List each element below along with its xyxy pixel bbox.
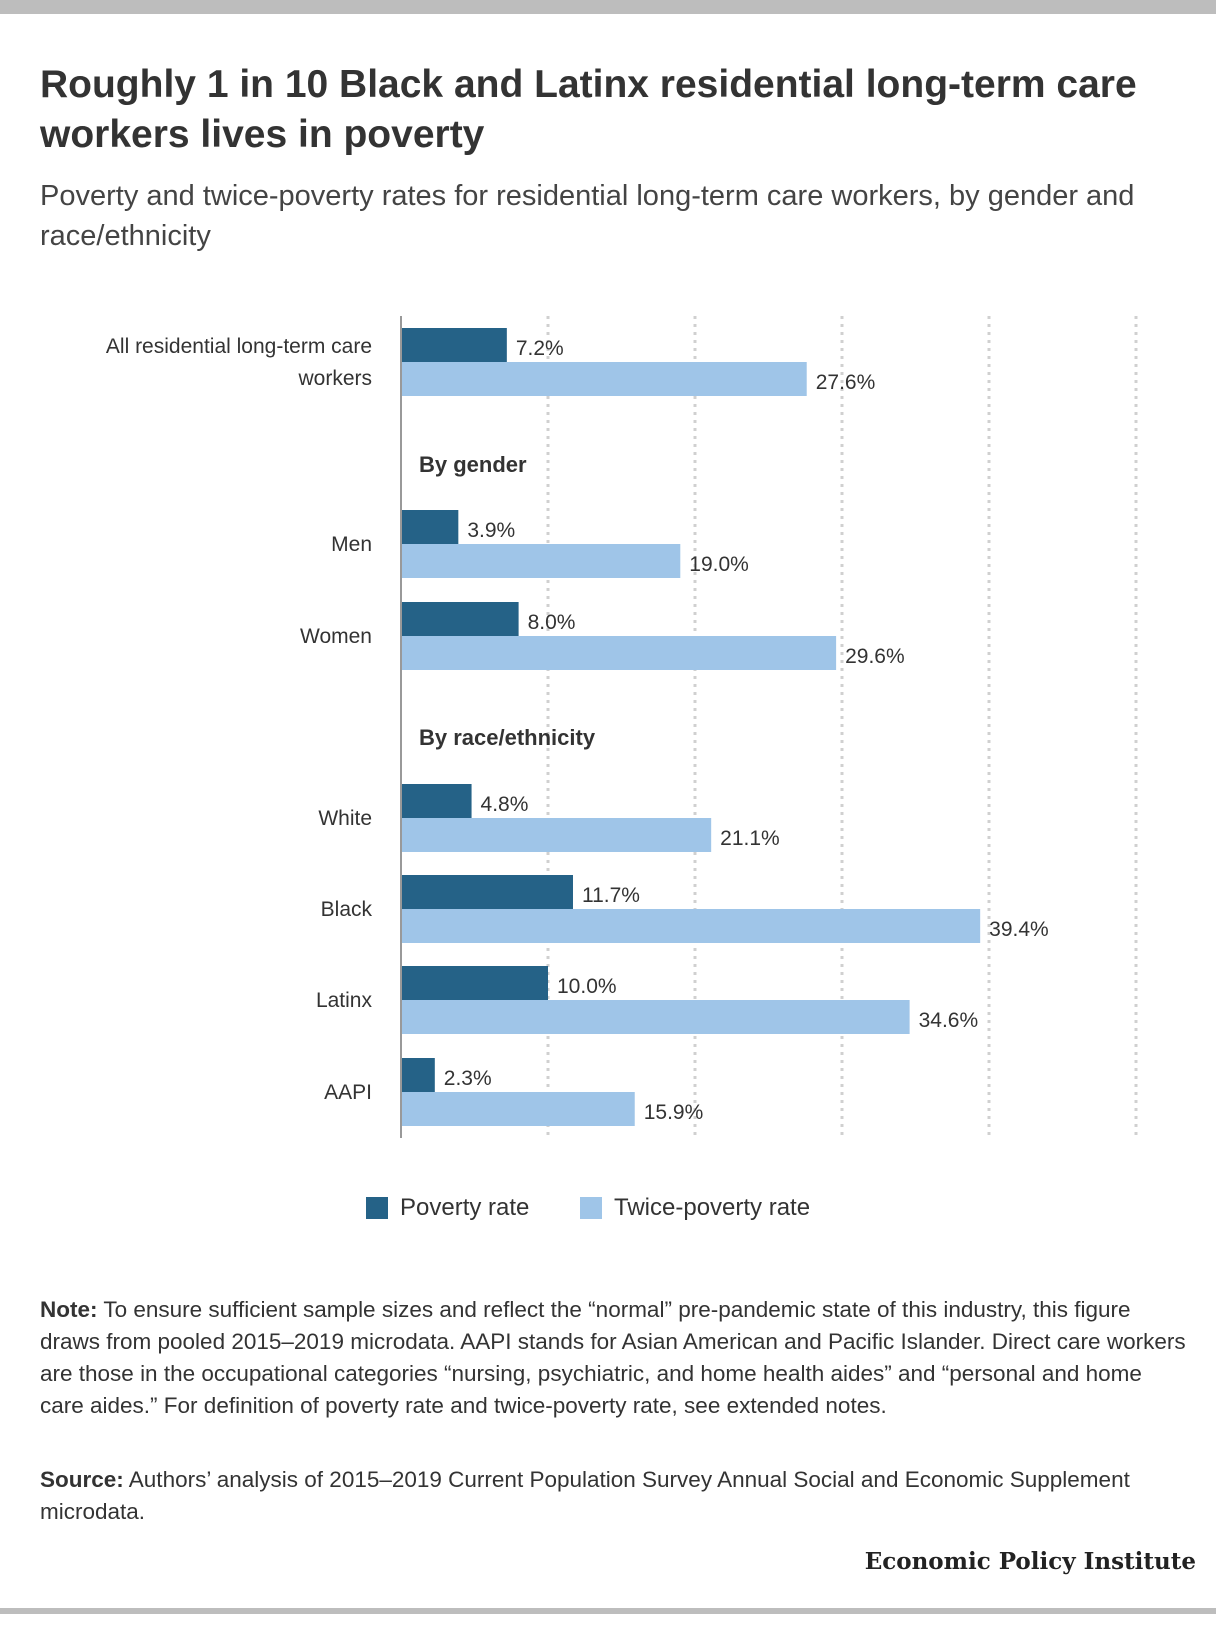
data-label-twice-poverty: 19.0% [689, 553, 749, 576]
data-label-poverty: 11.7% [582, 884, 640, 907]
category-label: Men [331, 533, 372, 556]
category-label: Latinx [316, 989, 373, 1012]
data-label-twice-poverty: 21.1% [720, 827, 780, 850]
legend-swatch-poverty [366, 1197, 388, 1219]
bar-twice-poverty [401, 362, 807, 396]
bar-twice-poverty [401, 1000, 910, 1034]
data-label-twice-poverty: 39.4% [989, 918, 1049, 941]
bottom-border [0, 1608, 1216, 1614]
bar-poverty [401, 1058, 435, 1092]
chart-title: Roughly 1 in 10 Black and Latinx residen… [40, 63, 1137, 156]
bar-twice-poverty [401, 544, 681, 578]
bar-twice-poverty [401, 909, 981, 943]
data-label-twice-poverty: 27.6% [816, 371, 876, 394]
publisher-logo: Economic Policy Institute [864, 1548, 1196, 1575]
chart-note: Note: To ensure sufficient sample sizes … [40, 1294, 1190, 1422]
category-label: White [318, 807, 372, 830]
category-label: AAPI [324, 1081, 372, 1104]
group-header: By gender [419, 452, 527, 477]
category-label: workers [297, 367, 372, 390]
category-label: Women [300, 625, 372, 648]
top-border [0, 0, 1216, 14]
data-label-poverty: 7.2% [516, 337, 564, 360]
bar-poverty [401, 875, 573, 909]
bar-twice-poverty [401, 636, 837, 670]
data-label-poverty: 8.0% [528, 611, 576, 634]
data-label-twice-poverty: 34.6% [919, 1009, 979, 1032]
category-label: All residential long-term care [106, 335, 372, 358]
bar-twice-poverty [401, 818, 712, 852]
group-header: By race/ethnicity [419, 725, 596, 750]
category-label: Black [321, 898, 373, 921]
note-label: Note: [40, 1297, 98, 1322]
bar-poverty [401, 510, 459, 544]
bar-poverty [401, 784, 472, 818]
source-label: Source: [40, 1467, 124, 1492]
note-text: To ensure sufficient sample sizes and re… [40, 1297, 1186, 1418]
legend-swatch-twice-poverty [580, 1197, 602, 1219]
data-label-poverty: 4.8% [481, 793, 529, 816]
data-label-twice-poverty: 29.6% [845, 645, 905, 668]
bar-chart: All residential long-term care workers 7.2… [106, 316, 1138, 1138]
bar-twice-poverty [401, 1092, 635, 1126]
data-label-poverty: 3.9% [467, 519, 515, 542]
chart-subtitle: Poverty and twice-poverty rates for resi… [40, 180, 1135, 252]
data-label-poverty: 10.0% [557, 975, 617, 998]
data-label-twice-poverty: 15.9% [644, 1101, 704, 1124]
bar-poverty [401, 328, 507, 362]
bar-poverty [401, 966, 548, 1000]
data-label-poverty: 2.3% [444, 1067, 492, 1090]
source-text: Authors’ analysis of 2015–2019 Current P… [40, 1467, 1130, 1524]
chart-source: Source: Authors’ analysis of 2015–2019 C… [40, 1464, 1190, 1528]
bar-poverty [401, 602, 519, 636]
legend-label-poverty: Poverty rate [400, 1194, 530, 1221]
legend-label-twice-poverty: Twice-poverty rate [614, 1194, 811, 1221]
